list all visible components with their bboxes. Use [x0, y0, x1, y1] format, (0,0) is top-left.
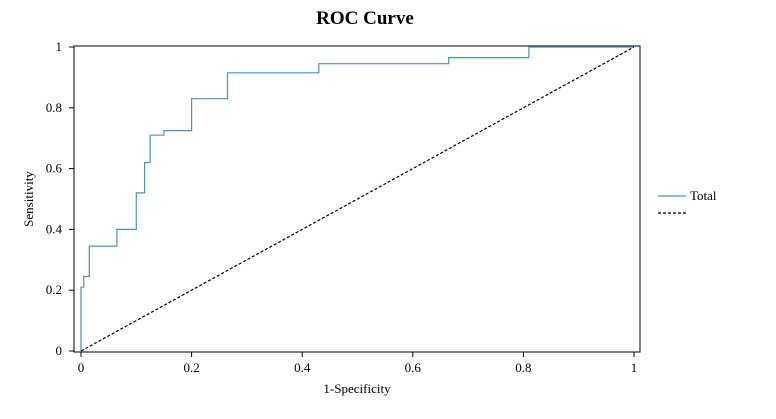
x-tick-label: 0	[78, 360, 85, 375]
reference-line	[80, 46, 635, 352]
legend-label: Total	[690, 188, 717, 203]
chart-title: ROC Curve	[316, 8, 414, 29]
roc-curve-total	[80, 46, 634, 351]
x-tick-label: 0.6	[405, 360, 422, 375]
y-axis-ticks: 0 0.2 0.4 0.6 0.8 1	[46, 39, 74, 358]
x-tick-label: 0.8	[515, 360, 531, 375]
x-axis-label: 1-Specificity	[323, 381, 391, 396]
series-layer	[80, 46, 635, 352]
x-tick-label: 0.4	[294, 360, 311, 375]
x-tick-label: 0.2	[183, 360, 199, 375]
legend: Total	[658, 188, 717, 214]
y-tick-label: 0.2	[46, 282, 62, 297]
y-axis-label: Sensitivity	[21, 171, 36, 227]
y-tick-label: 1	[56, 39, 63, 54]
y-tick-label: 0.6	[46, 161, 63, 176]
y-tick-label: 0.8	[46, 100, 62, 115]
plot-frame	[73, 45, 641, 353]
y-tick-label: 0	[56, 343, 63, 358]
x-tick-label: 1	[631, 360, 638, 375]
x-axis-ticks: 0 0.2 0.4 0.6 0.8 1	[78, 352, 638, 375]
y-tick-label: 0.4	[46, 221, 63, 236]
